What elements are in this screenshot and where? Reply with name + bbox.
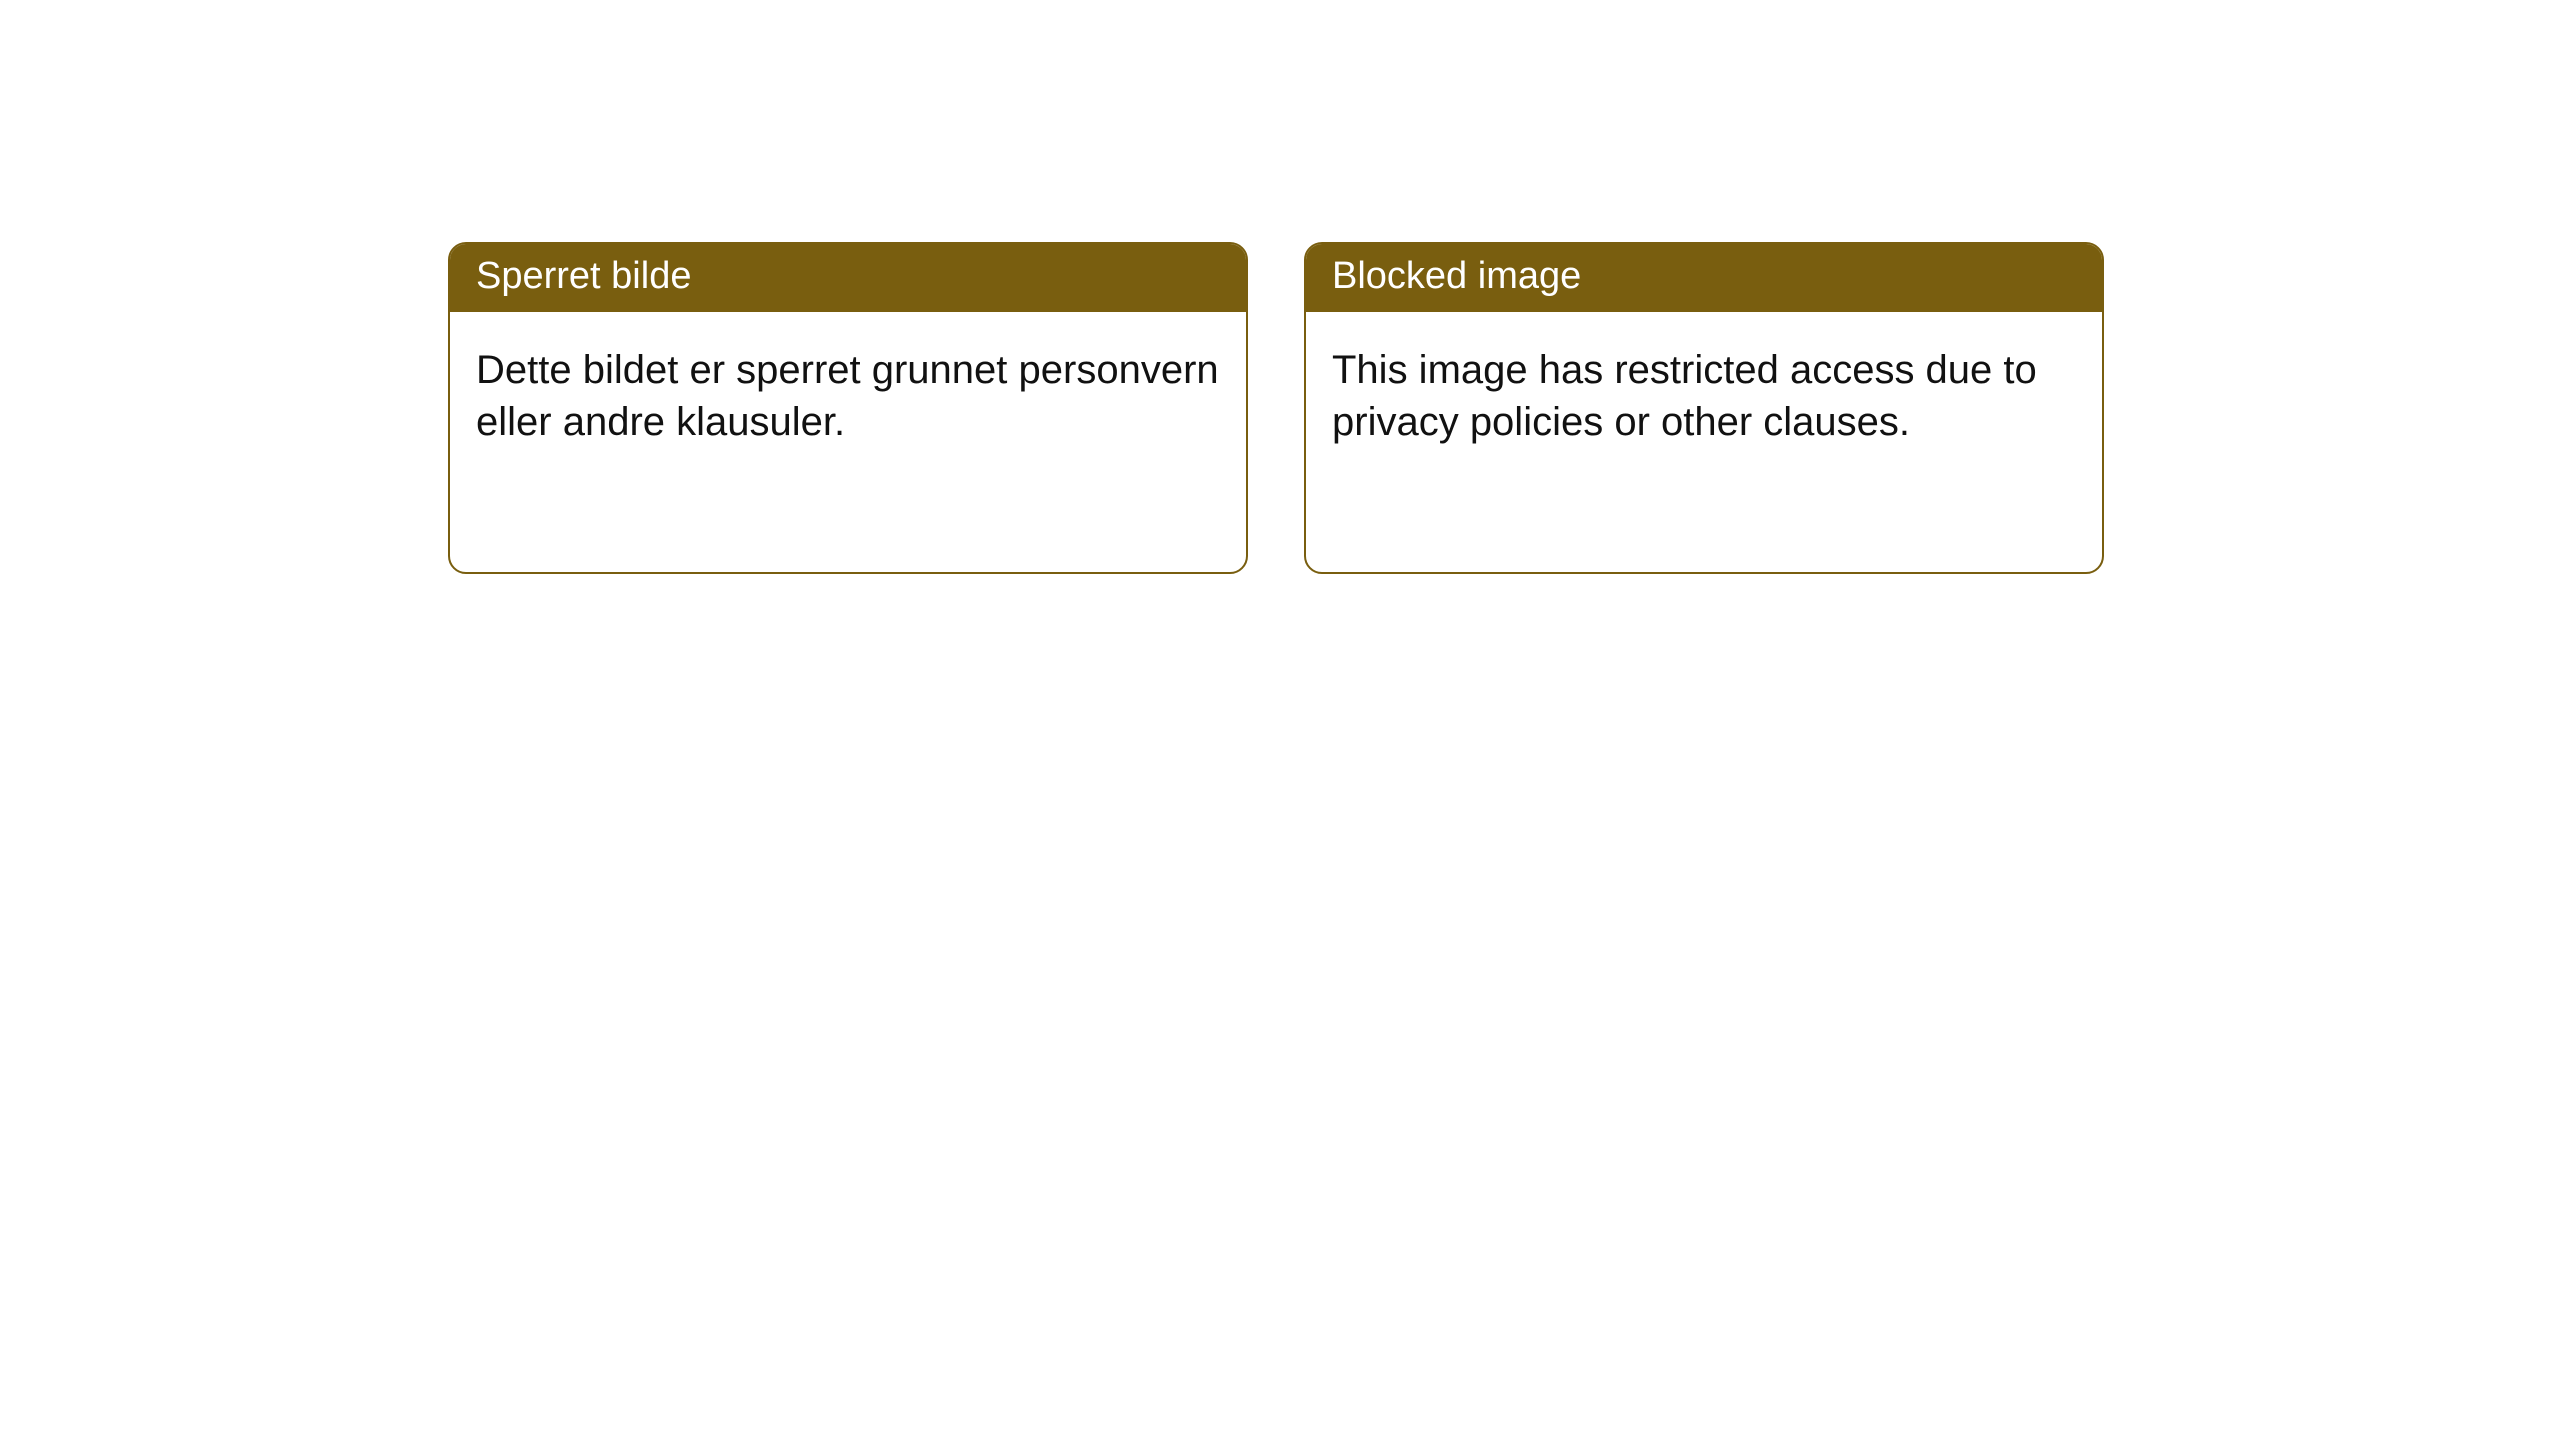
card-title: Blocked image	[1332, 255, 1581, 297]
card-body: This image has restricted access due to …	[1306, 312, 2102, 480]
blocked-image-card-en: Blocked image This image has restricted …	[1304, 242, 2104, 574]
card-header: Blocked image	[1306, 244, 2102, 312]
card-body-text: This image has restricted access due to …	[1332, 348, 2037, 444]
card-body-text: Dette bildet er sperret grunnet personve…	[476, 348, 1219, 444]
blocked-image-card-no: Sperret bilde Dette bildet er sperret gr…	[448, 242, 1248, 574]
card-body: Dette bildet er sperret grunnet personve…	[450, 312, 1246, 480]
card-title: Sperret bilde	[476, 255, 691, 297]
card-header: Sperret bilde	[450, 244, 1246, 312]
card-row: Sperret bilde Dette bildet er sperret gr…	[448, 242, 2104, 574]
